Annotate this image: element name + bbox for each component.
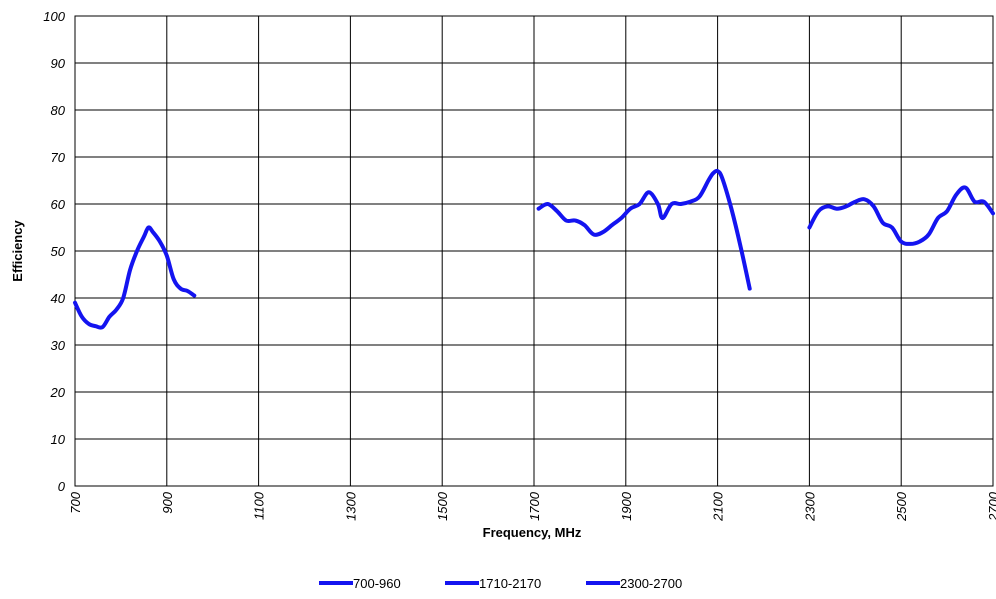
- x-tick-label: 2300: [802, 491, 817, 522]
- y-tick-label: 70: [51, 150, 66, 165]
- y-tick-label: 0: [58, 479, 66, 494]
- series-line-1710-2170: [536, 168, 752, 291]
- y-tick-label: 60: [51, 197, 66, 212]
- y-tick-label: 40: [51, 291, 66, 306]
- legend-label: 1710-2170: [479, 576, 541, 591]
- x-tick-label: 2500: [894, 491, 909, 522]
- y-tick-label: 30: [51, 338, 66, 353]
- plot-grid: [75, 16, 993, 486]
- y-tick-label: 80: [51, 103, 66, 118]
- y-tick-label: 90: [51, 56, 66, 71]
- x-tick-label: 1500: [435, 491, 450, 521]
- x-tick-label: 1900: [619, 491, 634, 521]
- plot-area-border: [74, 15, 994, 487]
- x-axis-ticks: 700 900 1100 1300 1500 1700 1900 2100 2300 2500 27…: [68, 491, 996, 522]
- legend-label: 700-960: [353, 576, 401, 591]
- x-tick-label: 2700: [986, 491, 996, 522]
- y-tick-label: 50: [51, 244, 66, 259]
- x-tick-label: 1300: [343, 491, 358, 521]
- series-line-2300-2700: [807, 185, 995, 246]
- x-tick-label: 1700: [527, 491, 542, 521]
- legend-label: 2300-2700: [620, 576, 682, 591]
- x-axis-title: Frequency, MHz: [483, 525, 582, 540]
- series-lines: [73, 168, 995, 330]
- legend: 700-960 1710-2170 2300-2700: [319, 576, 682, 591]
- y-tick-label: 20: [50, 385, 66, 400]
- y-axis-ticks: 0 10 20 30 40 50 60 70 80 90 100: [43, 9, 65, 494]
- x-tick-label: 700: [68, 491, 83, 513]
- y-tick-label: 10: [51, 432, 66, 447]
- x-tick-label: 900: [160, 491, 175, 513]
- y-tick-label: 100: [43, 9, 65, 24]
- y-axis-title: Efficiency: [10, 220, 25, 282]
- series-line-700-960: [73, 225, 197, 330]
- x-tick-label: 1100: [252, 491, 267, 520]
- x-tick-label: 2100: [711, 491, 726, 522]
